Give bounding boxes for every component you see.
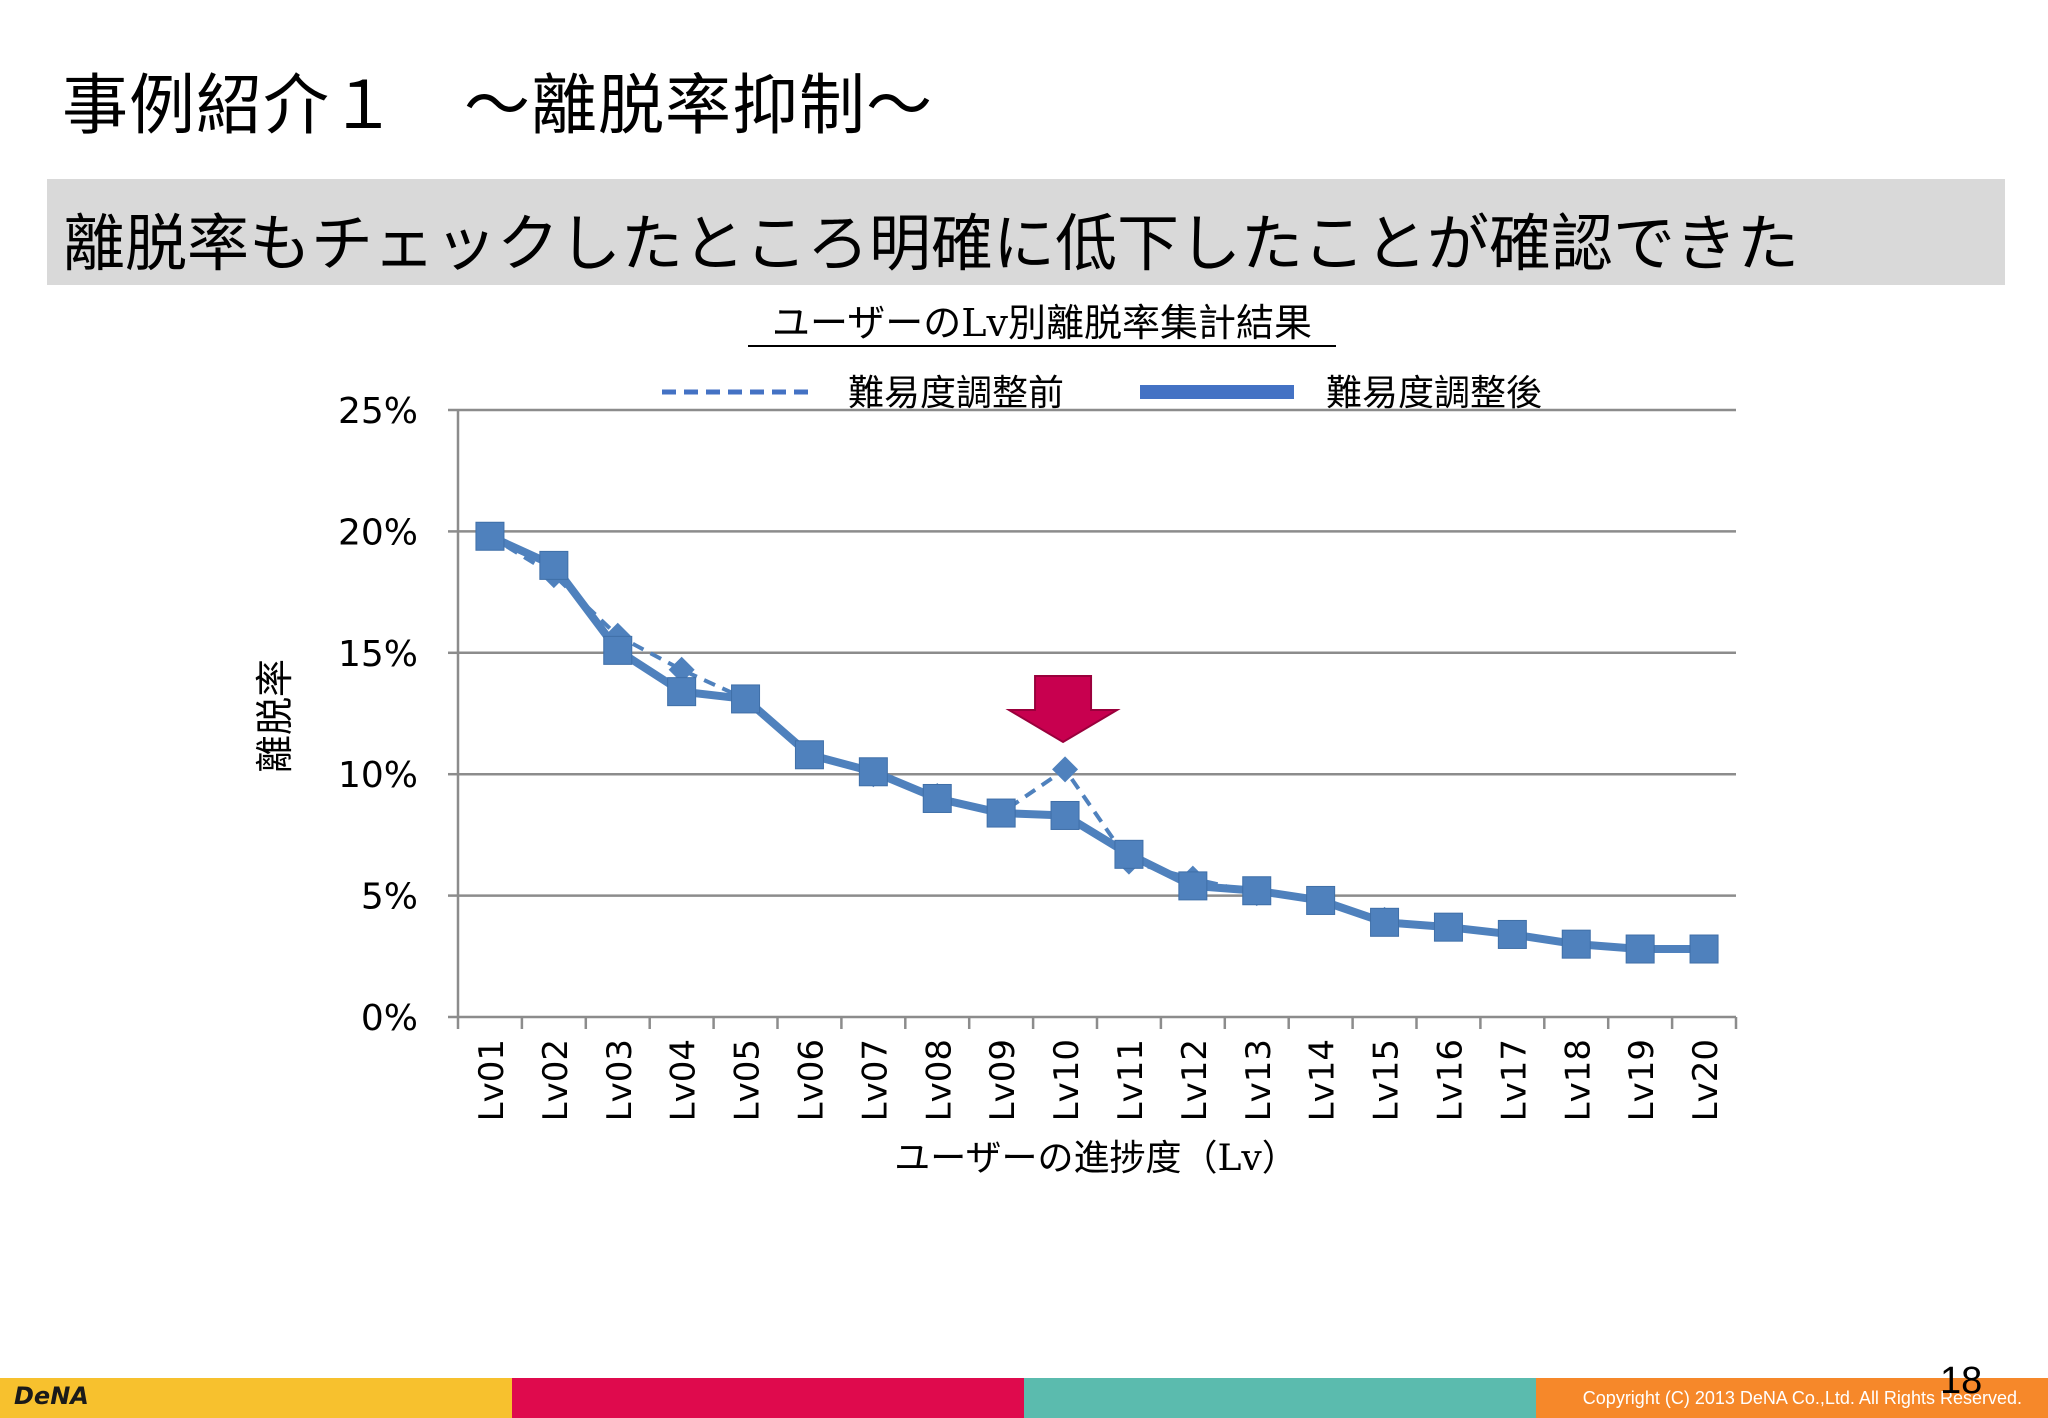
footer-segment-yellow (0, 1378, 512, 1418)
copyright-text: Copyright (C) 2013 DeNA Co.,Ltd. All Rig… (1582, 1388, 2022, 1408)
data-point-square (1497, 919, 1527, 949)
x-tick-label: Lv12 (1175, 1039, 1215, 1121)
x-tick-label: Lv03 (600, 1039, 640, 1121)
x-tick-label: Lv13 (1239, 1039, 1279, 1121)
data-point-square (667, 677, 697, 707)
x-tick-label: Lv17 (1494, 1039, 1534, 1121)
data-point-diamond (668, 656, 695, 683)
y-tick-label: 5% (361, 877, 418, 918)
data-point-square (1689, 934, 1719, 964)
footer-segment-teal (1024, 1378, 1536, 1418)
data-point-square (986, 798, 1016, 828)
x-tick-label: Lv19 (1622, 1039, 1662, 1121)
grid (458, 408, 1736, 897)
x-tick-label: Lv05 (728, 1039, 768, 1121)
data-point-square (1114, 839, 1144, 869)
x-tick-label: Lv18 (1558, 1039, 1598, 1121)
legend-label: 難易度調整前 (848, 373, 1064, 414)
x-tick-label: Lv01 (472, 1039, 512, 1121)
data-point-square (1050, 800, 1080, 830)
x-tick-label: Lv10 (1047, 1039, 1087, 1121)
annotation (1005, 675, 1121, 744)
chart-title: ユーザーのLv別離脱率集計結果 (772, 301, 1312, 345)
data-point-square (475, 521, 505, 551)
data-point-square (539, 550, 569, 580)
x-tick-label: Lv14 (1303, 1039, 1343, 1121)
data-point-square (1370, 907, 1400, 937)
x-tick-label: Lv09 (983, 1039, 1023, 1121)
data-point-square (1625, 934, 1655, 964)
footer-segment-orange (1536, 1378, 2048, 1418)
series-line (488, 534, 1705, 952)
y-tick-label: 15% (338, 634, 418, 675)
y-axis-label: 離脱率 (253, 659, 297, 773)
data-point-square (1561, 929, 1591, 959)
data-point-square (603, 635, 633, 665)
data-point-square (1433, 912, 1463, 942)
data-point-square (1242, 876, 1272, 906)
data-point-square (794, 740, 824, 770)
x-tick-label: Lv16 (1430, 1039, 1470, 1121)
data-point-square (858, 757, 888, 787)
x-tick-label: Lv15 (1367, 1039, 1407, 1121)
headline-box: 離脱率もチェックしたところ明確に低下したことが確認できた (47, 179, 2005, 285)
x-axis-label: ユーザーの進捗度（Lv） (894, 1138, 1298, 1179)
y-tick-label: 10% (338, 755, 418, 796)
line-chart: ユーザーのLv別離脱率集計結果 0% 5% 10% 15% 20% 25% Lv01 Lv02… (253, 301, 1738, 1179)
y-tick-label: 0% (361, 998, 418, 1039)
x-tick-label: Lv11 (1111, 1039, 1151, 1121)
x-tick-label: Lv06 (791, 1039, 831, 1121)
data-point-square (922, 783, 952, 813)
x-tick-label: Lv20 (1686, 1039, 1726, 1121)
down-arrow-icon (1005, 675, 1121, 744)
x-tick-label: Lv04 (664, 1039, 704, 1121)
axes: 0% 5% 10% 15% 20% 25% Lv01 Lv02 Lv03 Lv04 Lv05 Lv06… (338, 391, 1738, 1121)
x-tick-label: Lv02 (536, 1039, 576, 1121)
footer-segment-red (512, 1378, 1024, 1418)
data-point-diamond (1052, 756, 1079, 783)
data-point-square (1306, 885, 1336, 915)
legend: 難易度調整前 難易度調整後 (662, 373, 1542, 414)
x-tick-label: Lv07 (855, 1039, 895, 1121)
y-tick-label: 25% (338, 391, 418, 432)
x-tick-label: Lv08 (919, 1039, 959, 1121)
series-after (475, 521, 1719, 964)
slide-title: 事例紹介１ 〜離脱率抑制〜 (62, 67, 933, 144)
page-number: 18 (1940, 1360, 1983, 1402)
dena-logo: DeNA (14, 1382, 89, 1410)
y-tick-label: 20% (338, 512, 418, 553)
data-point-square (731, 684, 761, 714)
series-group (475, 521, 1719, 964)
data-point-square (1178, 871, 1208, 901)
footer-bar (0, 1378, 2048, 1418)
legend-label: 難易度調整後 (1326, 373, 1542, 414)
headline-text: 離脱率もチェックしたところ明確に低下したことが確認できた (63, 207, 1800, 280)
series-line (488, 532, 1705, 954)
